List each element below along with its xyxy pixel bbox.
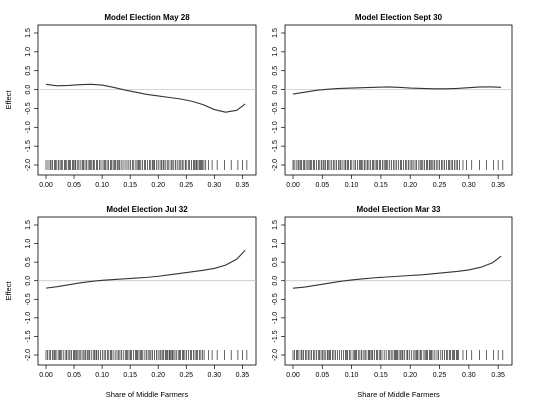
y-tick-label: 0.5 [272,66,279,76]
x-tick-label: 0.25 [179,182,193,189]
x-tick-label: 0.10 [95,372,109,379]
x-tick-label: 0.20 [403,182,417,189]
chart-title: Model Election Sept 30 [355,13,443,22]
y-tick-label: 0.0 [272,276,279,286]
x-tick-label: 0.30 [208,182,222,189]
chart-panel-2: Model Election Sept 30 -2.0 -1.5 -1.0 -0.5 0.… [272,13,513,189]
y-tick-label: -2.0 [272,349,279,361]
y-tick-label: 1.5 [25,220,32,230]
x-tick-label: 0.00 [39,372,53,379]
plot-frame [37,24,257,176]
y-tick-label: 0.0 [272,85,279,95]
x-tick-label: 0.05 [315,372,329,379]
chart-title: Model Election Mar 33 [356,205,441,214]
x-tick-label: 0.25 [433,372,447,379]
x-axis-label: Share of Middle Farmers [106,390,189,399]
y-tick-label: 0.5 [25,257,32,267]
y-tick-label: -1.5 [272,140,279,152]
x-tick-label: 0.20 [151,182,165,189]
rug-marks [45,350,248,360]
y-tick-label: 1.5 [25,28,32,38]
y-tick-label: -2.0 [25,159,32,171]
y-tick-label: 1.0 [272,239,279,249]
rug-marks [292,350,504,360]
y-tick-label: 0.5 [25,66,32,76]
rug-marks [292,160,504,170]
y-tick-label: 1.0 [272,47,279,57]
x-tick-label: 0.35 [236,182,250,189]
x-tick-label: 0.10 [345,182,359,189]
y-tick-label: 1.0 [25,47,32,57]
x-tick-label: 0.30 [208,372,222,379]
effect-curve [292,86,502,95]
x-tick-label: 0.25 [433,182,447,189]
x-tick-label: 0.15 [374,182,388,189]
effect-curve [292,255,502,289]
effect-curve [45,83,246,113]
y-tick-label: 0.0 [25,85,32,95]
y-tick-label: 0.0 [25,276,32,286]
x-tick-label: 0.20 [403,372,417,379]
x-tick-label: 0.35 [491,372,505,379]
x-tick-label: 0.00 [286,372,300,379]
y-tick-label: -0.5 [272,102,279,114]
x-tick-label: 0.25 [179,372,193,379]
y-tick-label: -1.0 [272,121,279,133]
x-tick-label: 0.00 [286,182,300,189]
chart-panel-1: Model Election May 28 -2.0 -1.5 -1.0 -0.5 0.0… [4,13,257,189]
effect-curve [45,249,246,289]
y-tick-label: -1.5 [25,330,32,342]
y-tick-label: -0.5 [25,293,32,305]
x-tick-label: 0.20 [151,372,165,379]
x-tick-label: 0.35 [236,372,250,379]
y-tick-label: -1.0 [25,121,32,133]
y-tick-label: 1.5 [272,220,279,230]
x-tick-label: 0.00 [39,182,53,189]
x-tick-label: 0.30 [462,182,476,189]
x-tick-label: 0.05 [315,182,329,189]
y-tick-label: 1.0 [25,239,32,249]
chart-panel-3: Model Election Jul 32 -2.0 -1.5 -1.0 -0.5 0.0… [4,205,257,399]
x-tick-label: 0.15 [123,182,137,189]
y-tick-label: 1.5 [272,28,279,38]
y-tick-label: -2.0 [272,159,279,171]
plot-frame [284,216,513,366]
y-tick-label: -1.0 [272,312,279,324]
y-tick-label: -0.5 [272,293,279,305]
x-tick-label: 0.05 [67,182,81,189]
x-tick-label: 0.10 [345,372,359,379]
plot-frame [37,216,257,366]
chart-title: Model Election May 28 [104,13,190,22]
chart-panel-4: Model Election Mar 33 -2.0 -1.5 -1.0 -0.5 0.0… [272,205,513,399]
rug-marks [45,160,248,170]
y-tick-label: -0.5 [25,102,32,114]
plot-frame [284,24,513,176]
x-tick-label: 0.35 [491,182,505,189]
y-tick-label: 0.5 [272,257,279,267]
x-axis-label: Share of Middle Farmers [357,390,440,399]
y-axis-label: Effect [4,281,13,301]
y-tick-label: -1.0 [25,312,32,324]
x-tick-label: 0.30 [462,372,476,379]
x-tick-label: 0.15 [123,372,137,379]
x-tick-label: 0.10 [95,182,109,189]
x-tick-label: 0.15 [374,372,388,379]
y-tick-label: -1.5 [272,330,279,342]
chart-title: Model Election Jul 32 [106,205,188,214]
x-tick-label: 0.05 [67,372,81,379]
y-tick-label: -1.5 [25,140,32,152]
y-tick-label: -2.0 [25,349,32,361]
y-axis-label: Effect [4,90,13,110]
